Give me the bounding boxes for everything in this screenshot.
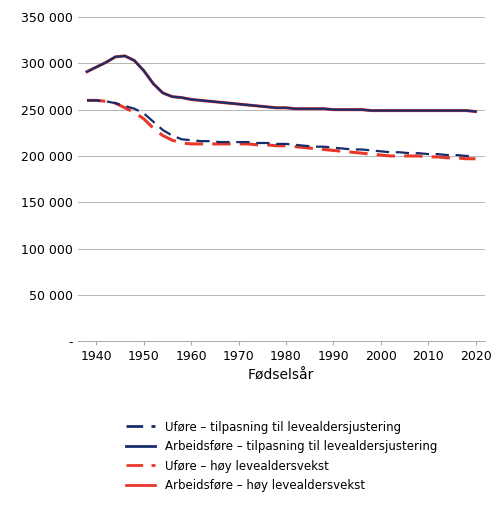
- Legend: Uføre – tilpasning til levealdersjustering, Arbeidsføre – tilpasning til leveald: Uføre – tilpasning til levealdersjusteri…: [122, 417, 440, 496]
- X-axis label: Fødselsår: Fødselsår: [248, 369, 314, 383]
